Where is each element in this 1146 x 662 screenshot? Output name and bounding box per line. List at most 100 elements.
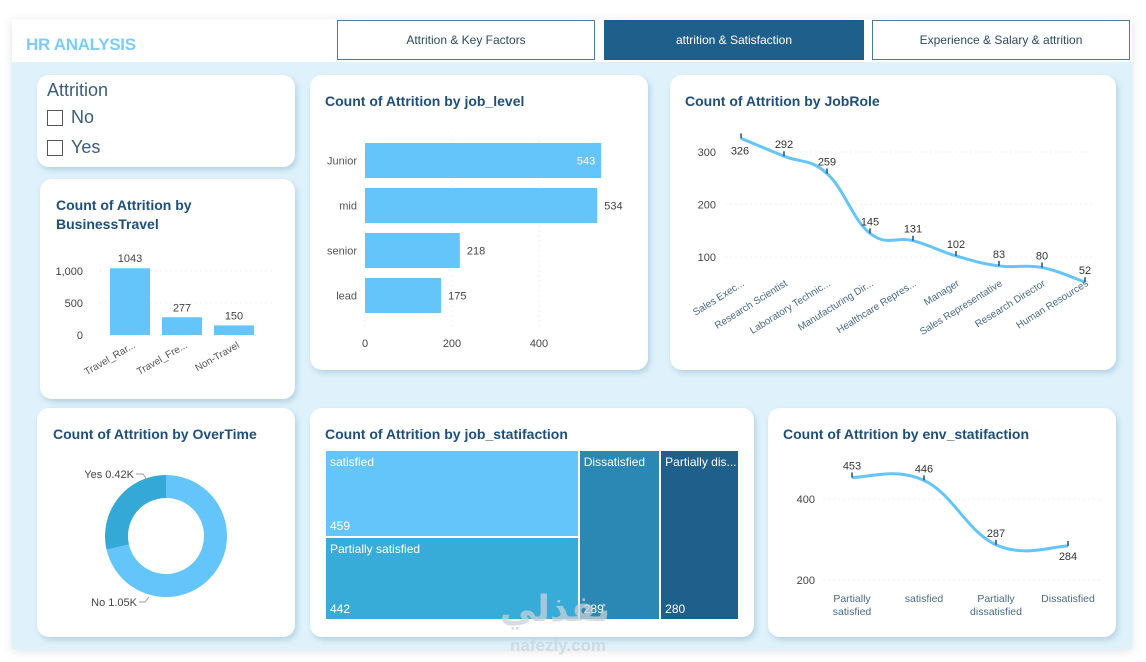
x-tick-label: Non-Travel — [193, 340, 241, 374]
attrition-slicer: Attrition No Yes — [37, 75, 295, 167]
y-tick-label: 200 — [698, 200, 716, 212]
y-tick-label: mid — [339, 201, 357, 213]
app-title: HR ANALYSIS — [26, 35, 136, 54]
bar — [214, 325, 254, 335]
x-tick-label: Research Scientist — [713, 278, 790, 332]
y-tick-label: senior — [327, 246, 357, 258]
slicer-option-no[interactable]: No — [47, 107, 94, 128]
bar — [365, 278, 442, 313]
job-level-card: Count of Attrition by job_level 0 200 400 J… — [310, 75, 648, 370]
data-label: 287 — [987, 528, 1005, 540]
business-travel-card: Count of Attrition by BusinessTravel 0 50… — [40, 179, 295, 399]
x-tick-label: Partially — [977, 593, 1015, 605]
data-label: 1043 — [118, 253, 142, 265]
tab-attrition-satisfaction[interactable]: attrition & Satisfaction — [604, 20, 864, 60]
chart-title: Count of Attrition by JobRole — [685, 93, 880, 109]
data-label: 218 — [467, 246, 485, 258]
slicer-title: Attrition — [47, 80, 109, 100]
watermark: نفذلي — [500, 588, 611, 629]
y-tick-label: 0 — [77, 330, 83, 342]
watermark-url: nafezly.com — [510, 636, 607, 655]
y-tick-label: 300 — [698, 147, 716, 159]
job-role-card: Count of Attrition by JobRole 100 200 300 3… — [670, 75, 1116, 370]
leader-line — [139, 596, 150, 603]
chart-title: Count of Attrition by BusinessTravel — [56, 197, 192, 232]
treemap-cell: Partially satisfied 442 — [325, 536, 579, 620]
treemap-value: 280 — [665, 602, 686, 616]
chart-title: Count of Attrition by job_statifaction — [325, 426, 568, 442]
tab-attrition-key-factors[interactable]: Attrition & Key Factors — [337, 20, 595, 60]
job-level-chart: 0 200 400 Junior 543 mid 534 senior 218 lead 175 — [327, 135, 623, 350]
bar — [110, 268, 150, 335]
donut-slice — [104, 475, 166, 550]
y-tick-label: 500 — [65, 298, 83, 310]
bar — [365, 233, 460, 268]
checkbox-yes[interactable] — [47, 139, 63, 156]
treemap-value: 459 — [330, 518, 351, 533]
treemap-cell: satisfied 459 — [325, 450, 579, 537]
env-satisfaction-chart: 200400453Partiallysatisfied446satisfied2… — [797, 461, 1100, 618]
business-travel-chart: 0 500 1,000 1043 Travel_Rar... 277 Travel_Fre.… — [55, 253, 275, 378]
treemap-label: satisfied — [330, 455, 375, 469]
data-label: 131 — [904, 224, 922, 236]
job-satisfaction-treemap: satisfied 459 Partially satisfied 442 Dissat… — [325, 450, 739, 620]
overtime-card: Count of Attrition by OverTime Yes 0.42K… — [37, 408, 295, 637]
x-tick-label: Healthcare Repres... — [835, 278, 919, 336]
x-tick-label: 0 — [362, 338, 368, 350]
slicer-option-label: Yes — [71, 137, 101, 157]
y-tick-label: 400 — [797, 494, 815, 506]
x-tick-label: Partially — [833, 593, 871, 605]
data-label: 80 — [1036, 251, 1048, 263]
x-tick-label: dissatisfied — [970, 606, 1022, 618]
overtime-chart: Yes 0.42K No 1.05K — [84, 469, 227, 609]
series-line — [740, 136, 1086, 284]
slicer-option-yes[interactable]: Yes — [47, 137, 100, 158]
treemap-cell: Partially dis... 280 — [660, 450, 739, 620]
treemap-label: Partially dis... — [665, 455, 736, 469]
bar — [365, 143, 602, 178]
data-label: 83 — [993, 249, 1005, 261]
tab-experience-salary-attrition[interactable]: Experience & Salary & attrition — [872, 20, 1130, 60]
data-label: 259 — [818, 157, 836, 169]
data-label: 150 — [225, 310, 243, 322]
data-label: 102 — [947, 239, 965, 251]
y-tick-label: 1,000 — [55, 266, 83, 278]
x-tick-label: Dissatisfied — [1041, 593, 1095, 605]
treemap-label: Partially satisfied — [330, 541, 421, 556]
slice-label: No 1.05K — [91, 597, 138, 609]
data-label: 292 — [775, 139, 793, 151]
x-tick-label: 200 — [443, 338, 461, 350]
leader-line — [136, 473, 148, 481]
data-label: 175 — [448, 291, 466, 303]
bar — [365, 188, 598, 223]
chart-title: Count of Attrition by job_level — [325, 93, 525, 109]
data-label: 446 — [915, 463, 933, 475]
x-tick-label: Research Director — [973, 278, 1048, 330]
header-bar: HR ANALYSIS Attrition & Key Factors attr… — [12, 19, 1132, 62]
treemap-cell: Dissatisfied 289 — [578, 450, 661, 620]
data-label: 534 — [604, 201, 622, 213]
data-label: 145 — [861, 216, 879, 228]
y-tick-label: 100 — [698, 252, 716, 264]
bar — [162, 317, 202, 335]
x-tick-label: satisfied — [833, 606, 872, 618]
y-tick-label: Junior — [327, 156, 357, 168]
data-label: 453 — [843, 461, 861, 473]
x-tick-label: Travel_Fre... — [135, 340, 189, 378]
x-tick-label: Travel_Rar... — [83, 340, 138, 378]
env-satisfaction-card: Count of Attrition by env_statifaction 2… — [768, 408, 1116, 637]
checkbox-no[interactable] — [47, 109, 63, 126]
data-label: 543 — [577, 156, 595, 168]
x-tick-label: 400 — [530, 338, 548, 350]
treemap-value: 289 — [583, 602, 604, 616]
y-tick-label: lead — [336, 291, 357, 303]
treemap-label: Dissatisfied — [583, 455, 646, 469]
y-tick-label: 200 — [797, 575, 815, 587]
slice-label: Yes 0.42K — [84, 469, 134, 481]
donut-slice — [106, 475, 227, 597]
series-line — [851, 472, 1069, 553]
chart-title: Count of Attrition by OverTime — [53, 426, 257, 442]
x-tick-label: Laboratory Technic... — [748, 278, 832, 336]
x-tick-label: Human Resources — [1015, 278, 1091, 331]
